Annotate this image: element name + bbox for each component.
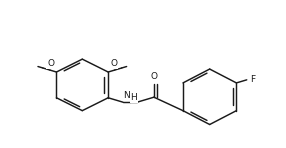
Text: H: H (131, 93, 137, 102)
Text: O: O (47, 59, 54, 68)
Text: O: O (150, 72, 157, 81)
Text: O: O (110, 59, 117, 68)
Text: N: N (123, 91, 130, 100)
Text: F: F (250, 75, 255, 84)
